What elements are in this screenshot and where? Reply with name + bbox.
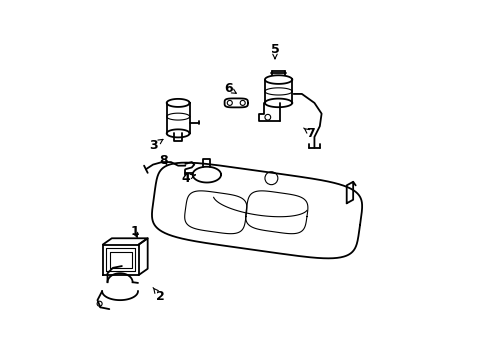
Text: 6: 6 <box>224 82 236 95</box>
Text: 4: 4 <box>181 172 195 185</box>
Text: 3: 3 <box>148 139 163 152</box>
Text: 2: 2 <box>153 288 164 303</box>
Text: 1: 1 <box>130 225 139 238</box>
Text: 5: 5 <box>270 42 279 59</box>
Text: 7: 7 <box>303 127 315 140</box>
Text: 8: 8 <box>159 154 168 167</box>
